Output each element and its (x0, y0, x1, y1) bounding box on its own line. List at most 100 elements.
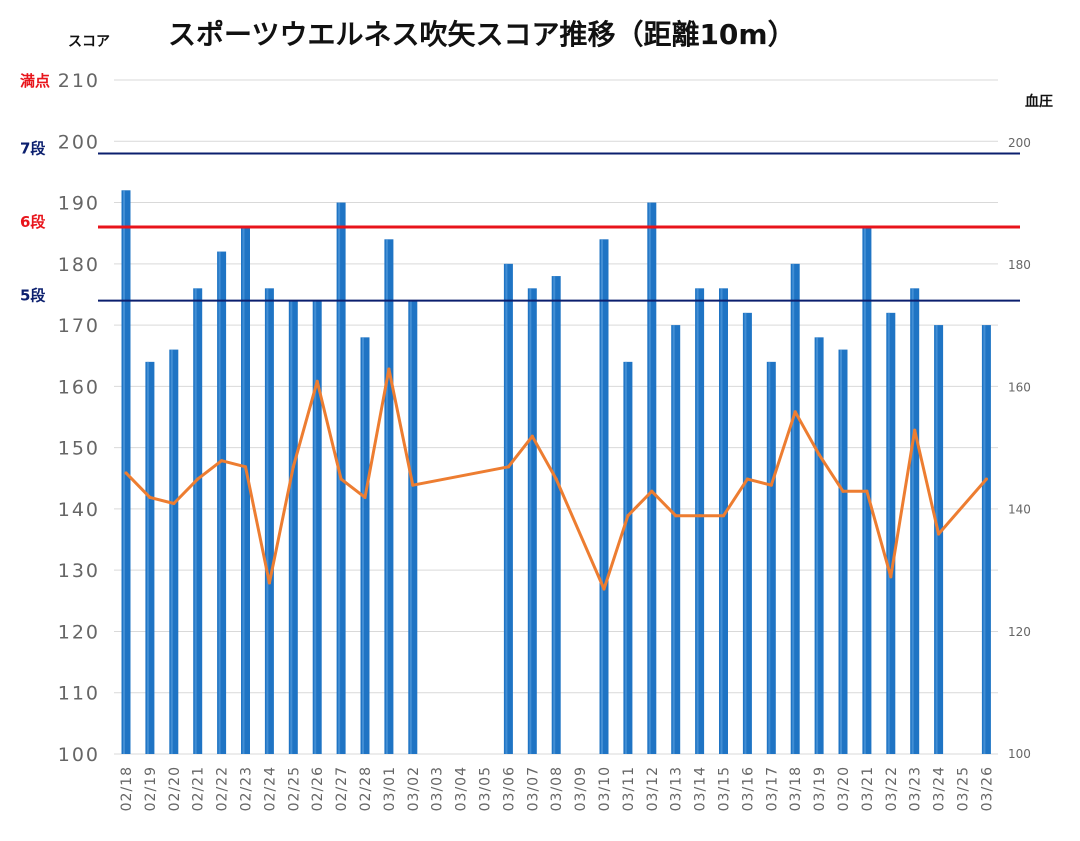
bar-highlight (911, 288, 914, 754)
x-tick-label: 03/22 (884, 766, 900, 811)
bar-highlight (146, 361, 149, 754)
bar-highlight (123, 190, 125, 755)
bar (838, 349, 848, 754)
line-point (291, 465, 295, 469)
bar (145, 361, 155, 754)
x-tick-label: 03/06 (501, 766, 517, 811)
bar (312, 300, 322, 754)
bar-highlight (529, 288, 532, 754)
x-tick-label: 03/07 (525, 766, 541, 811)
bar (599, 239, 609, 755)
bar-highlight (720, 288, 723, 754)
bar (360, 337, 370, 754)
reference-lines: 満点 7段 6段 5段 (20, 72, 1020, 305)
line-point (913, 428, 917, 432)
bar (766, 361, 776, 754)
bar (384, 239, 394, 755)
bar (886, 312, 896, 754)
line-point (243, 465, 248, 469)
x-tick-label: 02/19 (143, 766, 159, 811)
x-tick-label: 03/04 (454, 766, 470, 811)
line-point (602, 587, 606, 591)
bar (671, 325, 681, 754)
reference-label: 満点 (20, 72, 50, 90)
bar (719, 288, 728, 754)
line-point (745, 477, 750, 481)
line-point (363, 495, 367, 499)
line-point (554, 477, 558, 481)
y-axis-ticks: 100 110 120 130 140 150 160 170 180 190 200 210 (58, 70, 100, 766)
line-point (889, 575, 893, 579)
bar-highlight (840, 349, 842, 754)
line-point (506, 465, 510, 469)
line-point (196, 477, 200, 481)
x-tick-label: 02/28 (358, 766, 374, 811)
bar-highlight (409, 300, 412, 754)
x-tick-label: 02/18 (119, 766, 135, 811)
x-tick-label: 02/26 (310, 766, 326, 811)
line-path (124, 367, 988, 591)
bar (814, 337, 824, 754)
bar-highlight (218, 251, 221, 754)
x-tick-label: 03/23 (908, 766, 924, 811)
x-tick-label: 03/26 (979, 766, 995, 811)
x-tick-label: 03/20 (836, 766, 852, 811)
bar-series (121, 190, 991, 755)
x-tick-label: 03/10 (597, 766, 613, 811)
y2-tick-label: 180 (1008, 258, 1031, 272)
bar-highlight (385, 239, 388, 755)
bar (981, 325, 991, 754)
bar (623, 361, 633, 754)
y-tick-label: 120 (58, 621, 100, 643)
y2-axis-ticks: 100 120 140 160 180 200 (1008, 136, 1031, 761)
y-tick-label: 130 (58, 560, 100, 582)
line-point (220, 459, 224, 463)
y2-axis-label: 血圧 (1025, 93, 1053, 110)
y2-tick-label: 200 (1008, 136, 1031, 150)
x-tick-label: 02/23 (239, 766, 255, 811)
x-axis-ticks: 02/18 02/19 02/20 02/21 02/22 02/23 02/24 02/25… (119, 766, 995, 811)
y-tick-label: 160 (58, 376, 100, 398)
x-tick-label: 03/19 (812, 766, 828, 811)
x-tick-label: 02/21 (191, 766, 207, 811)
bar-highlight (744, 312, 747, 754)
x-tick-label: 02/25 (286, 766, 302, 811)
bar-highlight (816, 337, 819, 754)
y2-tick-label: 120 (1008, 625, 1031, 639)
bar-highlight (672, 325, 675, 754)
bar-highlight (314, 300, 317, 754)
bar (551, 276, 561, 754)
y2-tick-label: 160 (1008, 380, 1031, 394)
bar-highlight (887, 312, 890, 754)
y2-tick-label: 100 (1008, 747, 1031, 761)
line-point (698, 514, 702, 518)
line-point (124, 471, 128, 475)
x-tick-label: 03/11 (621, 766, 637, 811)
line-point (769, 483, 773, 487)
y-tick-label: 210 (58, 70, 100, 92)
bar-highlight (935, 325, 938, 754)
y-tick-label: 150 (58, 438, 100, 460)
x-tick-label: 03/25 (956, 766, 972, 811)
bar (217, 251, 227, 754)
bar-highlight (648, 202, 651, 754)
line-point (411, 483, 415, 487)
bar-highlight (242, 227, 245, 754)
bar (193, 288, 203, 754)
x-tick-label: 03/09 (573, 766, 589, 811)
y-tick-label: 200 (58, 131, 100, 153)
bar-highlight (170, 349, 173, 754)
chart-title: スポーツウエルネス吹矢スコア推移（距離10m） (168, 18, 796, 51)
line-point (650, 489, 654, 493)
bar-highlight (338, 202, 341, 754)
y-tick-label: 110 (58, 683, 100, 705)
line-point (721, 514, 726, 518)
bar-highlight (505, 263, 508, 754)
y-tick-label: 170 (58, 315, 100, 337)
y2-tick-label: 140 (1008, 503, 1031, 517)
bar (503, 263, 513, 754)
x-tick-label: 03/17 (764, 766, 780, 811)
line-point (387, 367, 391, 371)
bar-highlight (696, 288, 699, 754)
